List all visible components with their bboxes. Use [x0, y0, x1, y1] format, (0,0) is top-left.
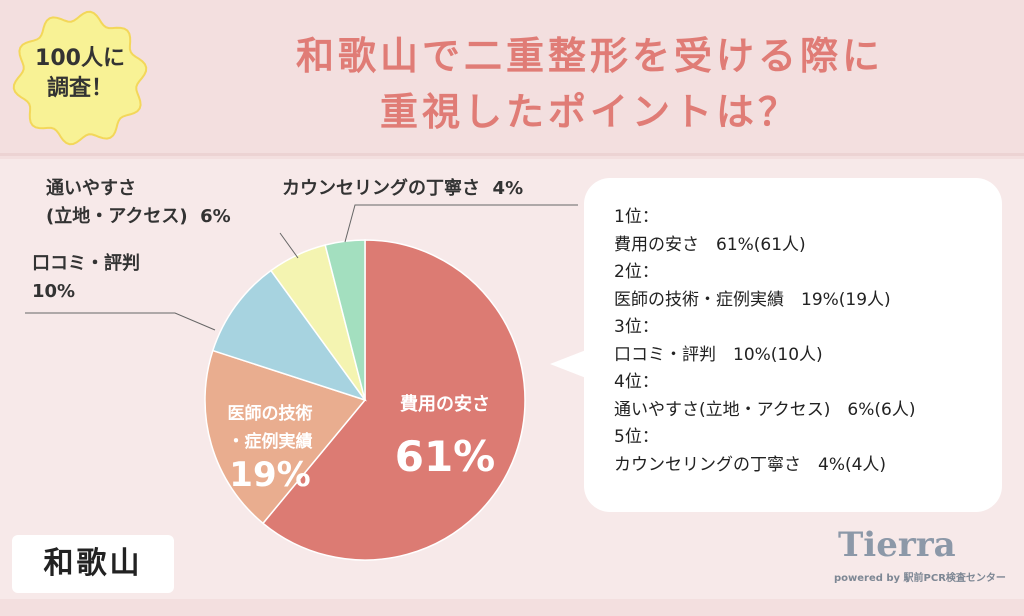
bubble-tail: [550, 350, 586, 378]
region-label: 和歌山: [12, 535, 174, 593]
slice-value-0: 61%: [394, 432, 496, 481]
header: 100人に 調査！ 和歌山で二重整形を受ける際に 重視したポイントは？: [0, 0, 1024, 156]
ranking-text-1: 費用の安さ 61%(61人): [614, 234, 806, 255]
ranking-rank-4: 4位：: [614, 372, 659, 392]
slice-value-1: 19%: [229, 455, 311, 495]
label-slice-3: 通いやすさ (立地・アクセス) 6%: [46, 178, 231, 227]
slice-label-0: 費用の安さ: [400, 394, 490, 415]
ranking-text-3: 口コミ・評判 10%(10人): [614, 344, 823, 365]
ranking-rank-5: 5位：: [614, 427, 659, 447]
leader-line-0: [344, 204, 578, 243]
ranking-rank-2: 2位：: [614, 262, 659, 282]
ranking-text-2: 医師の技術・症例実績 19%(19人): [614, 289, 891, 310]
page-title: 和歌山で二重整形を受ける際に 重視したポイントは？: [295, 34, 884, 134]
ranking-panel: 1位： 費用の安さ 61%(61人) 2位： 医師の技術・症例実績 19%(19人) 3…: [584, 178, 1002, 512]
ranking-text-5: カウンセリングの丁寧さ 4%(4人): [614, 454, 887, 475]
footer-strip: [0, 599, 1024, 616]
survey-badge-text: 100人に 調査！: [35, 46, 125, 101]
slice-label-1: 医師の技術 ・症例実績: [227, 404, 313, 452]
pie-slice-0: [261, 239, 526, 561]
tierra-logo: Tierra powered by 駅前PCR検査センター: [834, 525, 1006, 584]
leader-line-2: [25, 312, 216, 331]
pie-slice-2: [211, 269, 367, 402]
label-slice-4: カウンセリングの丁寧さ 4%: [282, 178, 524, 199]
ranking-rank-3: 3位：: [614, 317, 659, 337]
ranking-text-4: 通いやすさ(立地・アクセス) 6%(6人): [614, 399, 916, 420]
pie-slice-1: [204, 349, 367, 525]
ranking-rank-1: 1位：: [614, 207, 659, 227]
label-slice-2: 口コミ・評判 10%: [32, 253, 140, 302]
survey-badge-icon: [12, 10, 148, 146]
leader-line-1: [279, 232, 299, 259]
